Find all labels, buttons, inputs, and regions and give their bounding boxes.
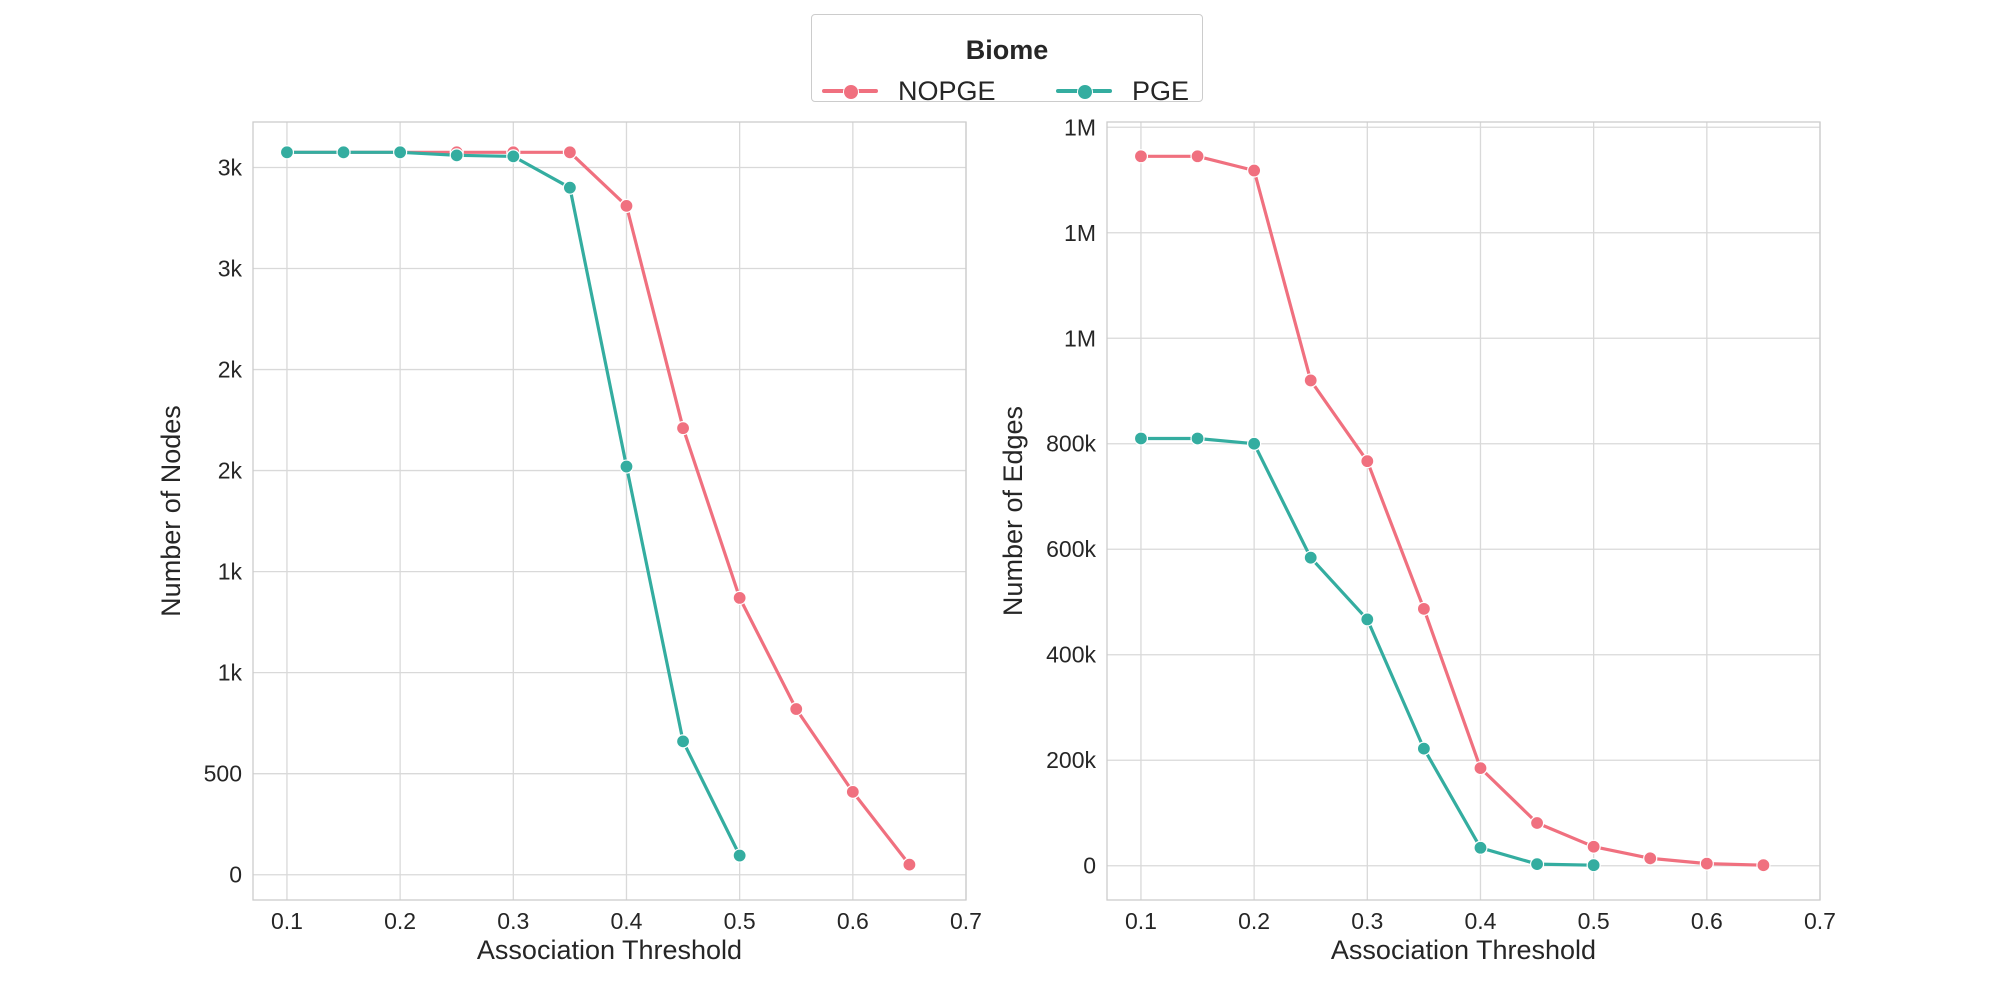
data-point-nopge <box>1416 601 1431 616</box>
data-point-pge <box>1586 858 1601 873</box>
data-point-pge <box>393 145 408 160</box>
y-tick-label: 3k <box>218 256 243 282</box>
x-tick-label: 0.3 <box>1351 908 1383 934</box>
plot-frame <box>252 121 967 901</box>
data-point-pge <box>449 148 464 163</box>
x-tick-label: 0.2 <box>1238 908 1270 934</box>
data-point-pge <box>336 145 351 160</box>
data-point-nopge <box>562 145 577 160</box>
data-point-pge <box>732 848 747 863</box>
data-point-nopge <box>1529 815 1545 831</box>
x-tick-label: 0.1 <box>271 908 303 934</box>
y-tick-label: 1M <box>1064 325 1096 351</box>
x-tick-label: 0.7 <box>1804 908 1836 934</box>
series-line-nopge <box>1139 154 1766 867</box>
x-tick-label: 0.6 <box>837 908 869 934</box>
x-tick-label: 0.4 <box>610 908 642 934</box>
y-tick-label: 2k <box>218 458 243 484</box>
legend-marker-pge <box>1056 75 1112 107</box>
y-tick-label: 1M <box>1064 114 1096 140</box>
y-tick-label: 1k <box>218 660 243 686</box>
data-point-pge <box>1133 431 1149 446</box>
data-point-nopge <box>1360 454 1375 469</box>
legend-marker-nopge <box>822 75 878 107</box>
y-tick-label: 200k <box>1046 747 1096 773</box>
series-line-nopge <box>285 150 912 867</box>
y-tick-label: 2k <box>218 357 243 383</box>
legend: Biome NOPGE PGE <box>811 14 1203 106</box>
y-tick-label: 1k <box>218 559 243 585</box>
data-point-pge <box>619 459 634 474</box>
data-point-nopge <box>1190 149 1205 164</box>
data-point-nopge <box>789 701 804 717</box>
legend-label-nopge: NOPGE <box>898 76 996 106</box>
legend-item-pge: PGE <box>1056 75 1189 107</box>
data-point-nopge <box>1247 163 1262 178</box>
y-axis-label: Number of Edges <box>998 406 1028 616</box>
x-tick-label: 0.4 <box>1464 908 1496 934</box>
data-point-pge <box>1190 431 1205 446</box>
data-point-nopge <box>1699 856 1714 871</box>
data-point-nopge <box>1133 149 1149 164</box>
data-point-nopge <box>1643 851 1658 866</box>
data-point-pge <box>279 145 295 160</box>
legend-item-nopge: NOPGE <box>822 75 996 107</box>
plot-frame <box>1106 121 1821 901</box>
data-point-pge <box>675 734 691 749</box>
edges-chart: 0.1 0.2 0.3 0.4 0.5 0.6 0.7 0 200k 400k 600k 800k 1M… <box>998 114 1836 965</box>
data-point-nopge <box>845 784 860 799</box>
y-tick-label: 0 <box>229 862 242 888</box>
data-point-nopge <box>675 421 691 436</box>
data-point-pge <box>1303 550 1318 565</box>
legend-label-pge: PGE <box>1132 76 1190 106</box>
data-point-nopge <box>1586 839 1601 854</box>
data-point-nopge <box>619 198 634 213</box>
data-point-nopge <box>1756 858 1771 873</box>
data-point-pge <box>562 180 577 195</box>
data-point-pge <box>506 149 521 164</box>
y-tick-label: 400k <box>1046 642 1096 668</box>
x-axis-label: Association Threshold <box>477 935 742 965</box>
data-point-pge <box>1247 436 1262 451</box>
x-tick-label: 0.5 <box>724 908 756 934</box>
data-point-pge <box>1473 840 1488 855</box>
data-point-pge <box>1416 741 1431 756</box>
data-point-nopge <box>732 590 747 605</box>
x-tick-label: 0.6 <box>1691 908 1723 934</box>
data-point-nopge <box>902 857 917 872</box>
data-point-pge <box>1529 857 1545 872</box>
x-tick-label: 0.3 <box>497 908 529 934</box>
x-axis-label: Association Threshold <box>1331 935 1596 965</box>
y-tick-label: 600k <box>1046 536 1096 562</box>
y-tick-label: 3k <box>218 154 243 180</box>
x-tick-label: 0.7 <box>950 908 982 934</box>
data-point-pge <box>1360 612 1375 627</box>
y-tick-label: 800k <box>1046 431 1096 457</box>
data-point-nopge <box>1473 761 1488 776</box>
y-tick-label: 500 <box>204 761 242 787</box>
legend-title: Biome <box>965 35 1049 65</box>
y-tick-label: 1M <box>1064 220 1096 246</box>
y-axis-label: Number of Nodes <box>156 405 186 617</box>
x-tick-label: 0.2 <box>384 908 416 934</box>
y-tick-label: 0 <box>1083 853 1096 879</box>
x-tick-label: 0.1 <box>1125 908 1157 934</box>
nodes-chart: 0.1 0.2 0.3 0.4 0.5 0.6 0.7 0 500 1k 1k 2k 2k 3k 3k Ass… <box>156 121 982 965</box>
data-point-nopge <box>1303 373 1318 388</box>
x-tick-label: 0.5 <box>1578 908 1610 934</box>
